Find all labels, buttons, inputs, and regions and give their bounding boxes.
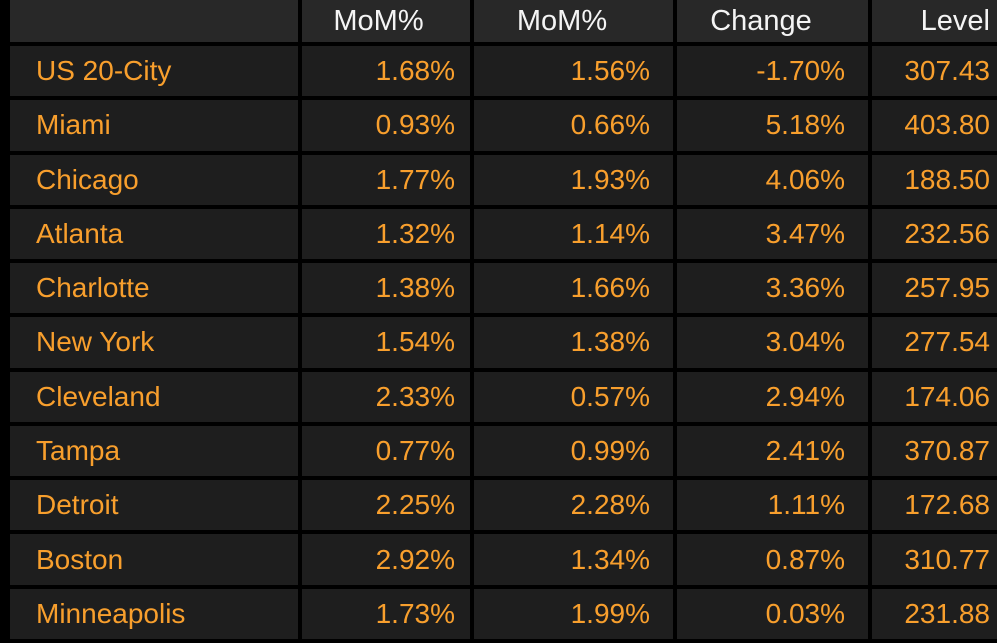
- table-row[interactable]: Chicago 1.77% 1.93% 4.06% 188.50: [10, 154, 997, 205]
- city-cell: US 20-City: [10, 46, 298, 97]
- city-cell: Minneapolis: [10, 588, 298, 639]
- mom1-cell: 2.33%: [302, 371, 470, 422]
- mom1-cell: 1.73%: [302, 588, 470, 639]
- mom2-cell: 1.38%: [474, 317, 673, 368]
- change-cell: 2.94%: [677, 371, 868, 422]
- level-cell: 307.43: [872, 46, 997, 97]
- mom2-cell: 1.93%: [474, 154, 673, 205]
- table-row[interactable]: Charlotte 1.38% 1.66% 3.36% 257.95: [10, 263, 997, 314]
- mom1-cell: 0.77%: [302, 425, 470, 477]
- table-row[interactable]: New York 1.54% 1.38% 3.04% 277.54: [10, 317, 997, 368]
- city-cell: Charlotte: [10, 263, 298, 314]
- header-cell-mom2: MoM%: [474, 0, 673, 42]
- mom2-cell: 0.99%: [474, 425, 673, 477]
- city-cell: Tampa: [10, 425, 298, 477]
- change-cell: 3.47%: [677, 208, 868, 260]
- level-cell: 174.06: [872, 371, 997, 422]
- change-cell: 1.11%: [677, 480, 868, 531]
- level-cell: 310.77: [872, 534, 997, 585]
- header-cell-mom1: MoM%: [302, 0, 470, 42]
- mom2-cell: 0.57%: [474, 371, 673, 422]
- table-row[interactable]: Atlanta 1.32% 1.14% 3.47% 232.56: [10, 208, 997, 260]
- level-cell: 403.80: [872, 100, 997, 151]
- mom1-cell: 1.68%: [302, 46, 470, 97]
- change-cell: 3.04%: [677, 317, 868, 368]
- mom2-cell: 1.34%: [474, 534, 673, 585]
- table-row[interactable]: Miami 0.93% 0.66% 5.18% 403.80: [10, 100, 997, 151]
- change-cell: 0.03%: [677, 588, 868, 639]
- mom2-cell: 0.66%: [474, 100, 673, 151]
- table-row[interactable]: Tampa 0.77% 0.99% 2.41% 370.87: [10, 425, 997, 477]
- table-row[interactable]: Detroit 2.25% 2.28% 1.11% 172.68: [10, 480, 997, 531]
- city-cell: Miami: [10, 100, 298, 151]
- level-cell: 172.68: [872, 480, 997, 531]
- city-cell: Detroit: [10, 480, 298, 531]
- table-row[interactable]: Boston 2.92% 1.34% 0.87% 310.77: [10, 534, 997, 585]
- change-cell: 3.36%: [677, 263, 868, 314]
- city-cell: Atlanta: [10, 208, 298, 260]
- change-cell: 5.18%: [677, 100, 868, 151]
- level-cell: 231.88: [872, 588, 997, 639]
- level-cell: 257.95: [872, 263, 997, 314]
- city-cell: Chicago: [10, 154, 298, 205]
- mom1-cell: 2.92%: [302, 534, 470, 585]
- header-cell-city: [10, 0, 298, 42]
- level-cell: 370.87: [872, 425, 997, 477]
- mom2-cell: 1.14%: [474, 208, 673, 260]
- table-row[interactable]: Minneapolis 1.73% 1.99% 0.03% 231.88: [10, 588, 997, 639]
- change-cell: 0.87%: [677, 534, 868, 585]
- mom2-cell: 2.28%: [474, 480, 673, 531]
- city-cell: Boston: [10, 534, 298, 585]
- city-cell: New York: [10, 317, 298, 368]
- level-cell: 232.56: [872, 208, 997, 260]
- mom2-cell: 1.99%: [474, 588, 673, 639]
- mom1-cell: 1.77%: [302, 154, 470, 205]
- mom1-cell: 1.38%: [302, 263, 470, 314]
- mom1-cell: 0.93%: [302, 100, 470, 151]
- level-cell: 277.54: [872, 317, 997, 368]
- header-cell-change: Change: [677, 0, 868, 42]
- header-cell-level: Level: [872, 0, 997, 42]
- level-cell: 188.50: [872, 154, 997, 205]
- change-cell: -1.70%: [677, 46, 868, 97]
- city-cell: Cleveland: [10, 371, 298, 422]
- mom1-cell: 1.32%: [302, 208, 470, 260]
- change-cell: 2.41%: [677, 425, 868, 477]
- table-row[interactable]: US 20-City 1.68% 1.56% -1.70% 307.43: [10, 46, 997, 97]
- table-header-row: MoM% MoM% Change Level: [10, 0, 997, 42]
- mom2-cell: 1.56%: [474, 46, 673, 97]
- table-row[interactable]: Cleveland 2.33% 0.57% 2.94% 174.06: [10, 371, 997, 422]
- mom1-cell: 1.54%: [302, 317, 470, 368]
- change-cell: 4.06%: [677, 154, 868, 205]
- mom2-cell: 1.66%: [474, 263, 673, 314]
- mom1-cell: 2.25%: [302, 480, 470, 531]
